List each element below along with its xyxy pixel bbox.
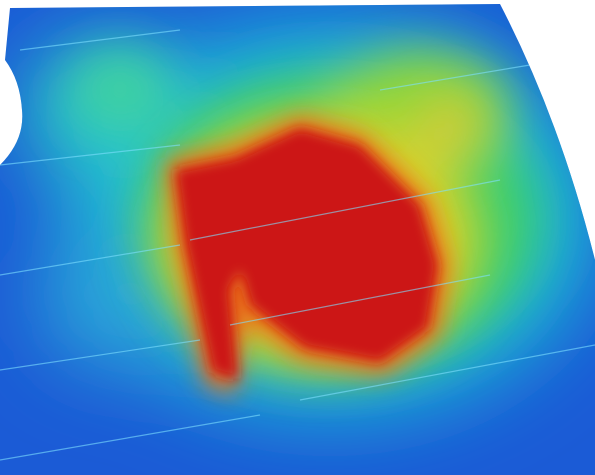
red-layer (175, 128, 438, 380)
seam-lines (0, 29, 595, 461)
